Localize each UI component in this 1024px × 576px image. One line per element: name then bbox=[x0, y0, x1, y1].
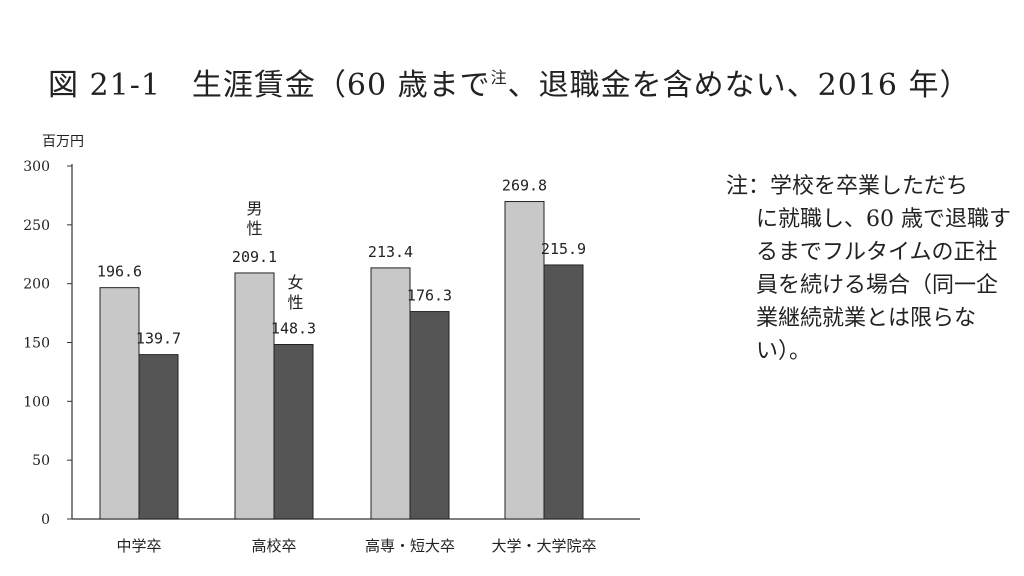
value-label-female-2: 148.3 bbox=[271, 320, 316, 338]
value-label-female-1: 139.7 bbox=[136, 330, 181, 348]
category-label-1: 中学卒 bbox=[116, 537, 161, 555]
value-label-male-2: 209.1 bbox=[232, 248, 277, 266]
bar-male-4 bbox=[504, 201, 545, 520]
y-tick-label: 300 bbox=[23, 159, 50, 175]
legend-label-female: 女 bbox=[287, 273, 303, 292]
category-label-2: 高校卒 bbox=[251, 537, 296, 555]
legend-label-male: 男 bbox=[246, 199, 262, 218]
chart-title-note-mark: 注 bbox=[490, 68, 508, 87]
chart-title: 図 21-1 生涯賃金（60 歳まで注、退職金を含めない、2016 年） bbox=[48, 60, 971, 104]
y-tick-label: 0 bbox=[41, 512, 50, 528]
y-axis-unit-label: 百万円 bbox=[42, 134, 84, 150]
chart-title-rest: 、退職金を含めない、2016 年） bbox=[507, 68, 971, 103]
bar-female-4 bbox=[543, 264, 584, 520]
bar-male-2 bbox=[234, 272, 275, 520]
y-tick-label: 50 bbox=[32, 453, 50, 469]
value-label-female-3: 176.3 bbox=[407, 287, 452, 305]
chart-note: 注：学校を卒業しただち に就職し、60 歳で退職するまでフルタイムの正社員を続け… bbox=[726, 170, 1016, 368]
y-tick-label: 100 bbox=[23, 394, 50, 410]
bar-female-1 bbox=[138, 354, 179, 520]
value-label-male-4: 269.8 bbox=[502, 177, 547, 195]
category-label-4: 大学・大学院卒 bbox=[491, 537, 596, 555]
y-tick-label: 250 bbox=[23, 218, 50, 234]
y-tick-label: 200 bbox=[23, 277, 50, 293]
category-label-3: 高専・短大卒 bbox=[365, 537, 455, 555]
legend-label-female: 性 bbox=[287, 293, 303, 312]
value-label-male-1: 196.6 bbox=[97, 263, 142, 281]
chart-note-lead: 注：学校を卒業しただち bbox=[726, 174, 969, 199]
value-label-female-4: 215.9 bbox=[541, 240, 586, 258]
bar-male-3 bbox=[370, 267, 411, 520]
bar-female-2 bbox=[273, 344, 314, 520]
chart-title-main: 図 21-1 生涯賃金（60 歳まで bbox=[48, 68, 491, 103]
bar-male-1 bbox=[99, 287, 140, 520]
legend-label-male: 性 bbox=[246, 219, 262, 238]
chart-note-body: に就職し、60 歳で退職するまでフルタイムの正社員を続ける場合（同一企業継続就業… bbox=[756, 207, 1011, 364]
value-label-male-3: 213.4 bbox=[368, 243, 413, 261]
bar-female-3 bbox=[409, 311, 450, 520]
y-tick-label: 150 bbox=[23, 336, 50, 352]
